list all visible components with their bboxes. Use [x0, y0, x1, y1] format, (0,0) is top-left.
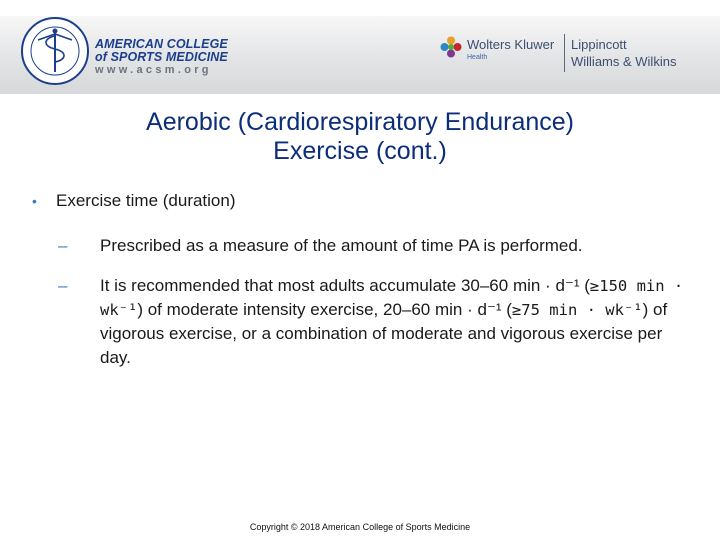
- acsm-name-line2: of SPORTS MEDICINE: [95, 50, 228, 64]
- sub-bullet-text-part: ) of moderate intensity exercise, 20–60 …: [137, 300, 512, 319]
- sub-bullet-text-mono: ≥75 min · wk⁻¹: [511, 301, 643, 319]
- slide-title-line2: Exercise (cont.): [273, 137, 447, 165]
- sub-bullet-text-part: It is recommended that most adults accum…: [100, 276, 590, 295]
- slide-title: Aerobic (Cardiorespiratory Endurance) Ex…: [40, 108, 680, 166]
- wolters-kluwer-name: Wolters Kluwer: [467, 37, 555, 52]
- bullet-text: Exercise time (duration): [56, 191, 236, 210]
- sub-bullet-dash-icon: –: [58, 236, 68, 255]
- wolters-kluwer-icon: [440, 36, 462, 58]
- acsm-url: www.acsm.org: [95, 64, 212, 76]
- bullet-dot-icon: •: [32, 193, 37, 209]
- slide-title-line1: Aerobic (Cardiorespiratory Endurance): [146, 108, 574, 136]
- lww-name-line1: Lippincott: [571, 37, 627, 52]
- sub-bullet-text-part: ) of vigorous exercise, or a combination…: [100, 300, 668, 367]
- logo-divider: [564, 34, 565, 72]
- bullet-item: • Exercise time (duration): [30, 190, 690, 212]
- sub-bullet-item: – Prescribed as a measure of the amount …: [58, 234, 690, 258]
- acsm-name-line1: AMERICAN COLLEGE: [95, 37, 228, 51]
- wolters-kluwer-health: Health: [467, 54, 488, 61]
- header-band: [0, 16, 720, 94]
- acsm-wordmark: AMERICAN COLLEGE of SPORTS MEDICINE www.…: [95, 38, 245, 77]
- sub-bullet-text-mono: ≥150 min · wk⁻¹: [100, 277, 684, 319]
- bullet-list: • Exercise time (duration) – Prescribed …: [30, 190, 690, 370]
- copyright-footer: Copyright © 2018 American College of Spo…: [249, 522, 471, 532]
- sub-bullet-dash-icon: –: [58, 276, 68, 295]
- acsm-seal-logo: [21, 17, 89, 85]
- sub-bullet-item: – It is recommended that most adults acc…: [58, 274, 690, 370]
- sub-bullet-text: Prescribed as a measure of the amount of…: [100, 236, 583, 255]
- lww-name-line2: Williams & Wilkins: [571, 54, 677, 69]
- header-bar: AMERICAN COLLEGE of SPORTS MEDICINE www.…: [0, 0, 720, 100]
